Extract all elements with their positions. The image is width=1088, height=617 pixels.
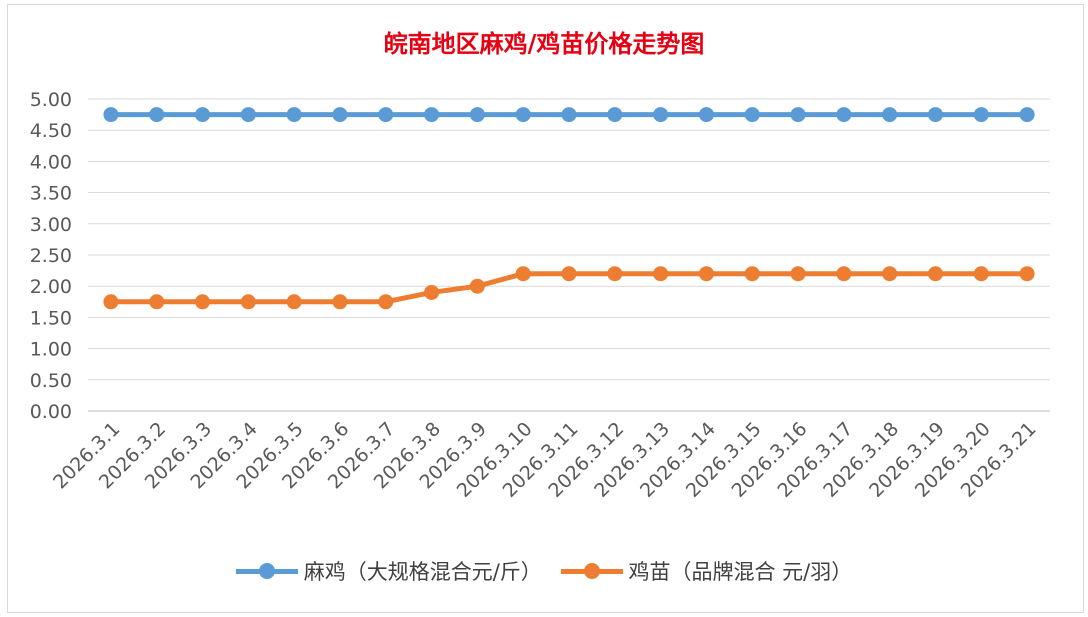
legend: 麻鸡（大规格混合元/斤） 鸡苗（品牌混合 元/羽） xyxy=(0,556,1088,586)
data-point-series-1 xyxy=(561,107,577,123)
data-point-series-1 xyxy=(286,107,302,123)
y-tick-label: 2.50 xyxy=(30,245,72,267)
data-point-series-1 xyxy=(882,107,898,123)
data-point-series-1 xyxy=(240,107,256,123)
data-point-series-2 xyxy=(378,294,394,310)
y-tick-label: 5.00 xyxy=(30,89,72,111)
legend-item-series-1: 麻鸡（大规格混合元/斤） xyxy=(235,556,542,586)
data-point-series-1 xyxy=(103,107,119,123)
y-tick-label: 1.50 xyxy=(30,307,72,329)
data-point-series-2 xyxy=(561,266,577,282)
legend-item-series-2: 鸡苗（品牌混合 元/羽） xyxy=(560,556,853,586)
data-point-series-1 xyxy=(698,107,714,123)
chart-frame xyxy=(7,4,1084,613)
data-point-series-2 xyxy=(927,266,943,282)
data-point-series-2 xyxy=(882,266,898,282)
data-point-series-2 xyxy=(973,266,989,282)
data-point-series-1 xyxy=(836,107,852,123)
data-point-series-2 xyxy=(149,294,165,310)
data-point-series-1 xyxy=(607,107,623,123)
data-point-series-2 xyxy=(1019,266,1035,282)
data-point-series-2 xyxy=(195,294,211,310)
data-point-series-2 xyxy=(240,294,256,310)
y-tick-label: 4.00 xyxy=(30,151,72,173)
y-tick-label: 3.00 xyxy=(30,214,72,236)
legend-swatch-series-2 xyxy=(560,561,623,581)
data-point-series-1 xyxy=(149,107,165,123)
data-point-series-1 xyxy=(653,107,669,123)
data-point-series-2 xyxy=(790,266,806,282)
data-point-series-1 xyxy=(1019,107,1035,123)
data-point-series-1 xyxy=(195,107,211,123)
data-point-series-2 xyxy=(469,278,485,294)
y-tick-label: 4.50 xyxy=(30,120,72,142)
data-point-series-2 xyxy=(744,266,760,282)
legend-label-series-1: 麻鸡（大规格混合元/斤） xyxy=(303,560,542,584)
data-point-series-2 xyxy=(607,266,623,282)
chart-title: 皖南地区麻鸡/鸡苗价格走势图 xyxy=(383,29,705,58)
data-point-series-2 xyxy=(103,294,119,310)
data-point-series-2 xyxy=(653,266,669,282)
data-point-series-1 xyxy=(424,107,440,123)
y-tick-label: 3.50 xyxy=(30,183,72,205)
data-point-series-2 xyxy=(332,294,348,310)
data-point-series-1 xyxy=(973,107,989,123)
y-tick-label: 1.00 xyxy=(30,339,72,361)
data-point-series-2 xyxy=(836,266,852,282)
data-point-series-1 xyxy=(332,107,348,123)
y-tick-label: 0.50 xyxy=(30,370,72,392)
data-point-series-1 xyxy=(515,107,531,123)
data-point-series-1 xyxy=(790,107,806,123)
data-point-series-1 xyxy=(469,107,485,123)
data-point-series-2 xyxy=(286,294,302,310)
y-tick-label: 0.00 xyxy=(30,401,72,423)
legend-label-series-2: 鸡苗（品牌混合 元/羽） xyxy=(628,560,853,584)
data-point-series-2 xyxy=(424,284,440,300)
data-point-series-1 xyxy=(744,107,760,123)
data-point-series-2 xyxy=(515,266,531,282)
legend-swatch-series-1 xyxy=(235,561,298,581)
data-point-series-1 xyxy=(927,107,943,123)
data-point-series-1 xyxy=(378,107,394,123)
y-tick-label: 2.00 xyxy=(30,276,72,298)
data-point-series-2 xyxy=(698,266,714,282)
